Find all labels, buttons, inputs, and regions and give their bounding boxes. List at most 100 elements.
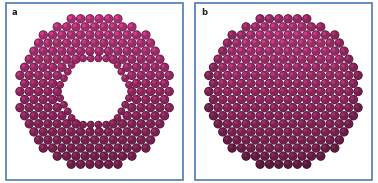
Circle shape <box>91 153 95 156</box>
Circle shape <box>339 95 349 104</box>
Circle shape <box>261 104 269 112</box>
Circle shape <box>127 82 129 85</box>
Circle shape <box>94 55 102 62</box>
Circle shape <box>156 120 164 128</box>
Bar <box>241 58 325 60</box>
Circle shape <box>102 121 110 128</box>
Circle shape <box>99 22 108 31</box>
Circle shape <box>270 119 279 128</box>
Circle shape <box>321 111 330 120</box>
Circle shape <box>73 121 76 124</box>
Circle shape <box>87 129 90 132</box>
Circle shape <box>152 113 156 116</box>
Circle shape <box>279 55 288 64</box>
Circle shape <box>312 79 320 87</box>
Circle shape <box>147 137 151 140</box>
Circle shape <box>48 63 57 71</box>
Circle shape <box>251 38 260 48</box>
Circle shape <box>114 47 122 55</box>
Circle shape <box>76 46 85 56</box>
Circle shape <box>64 24 67 27</box>
Circle shape <box>262 121 265 124</box>
Circle shape <box>132 112 141 120</box>
Circle shape <box>142 112 150 120</box>
Circle shape <box>101 24 104 27</box>
Circle shape <box>317 120 325 128</box>
Circle shape <box>256 111 265 120</box>
Circle shape <box>275 63 283 71</box>
Circle shape <box>58 63 66 71</box>
Circle shape <box>44 39 52 47</box>
Circle shape <box>44 71 52 79</box>
Circle shape <box>311 30 321 40</box>
Circle shape <box>298 71 306 79</box>
Circle shape <box>270 152 279 161</box>
Circle shape <box>114 128 122 136</box>
Text: a: a <box>12 8 18 17</box>
Circle shape <box>215 104 218 108</box>
Circle shape <box>284 30 293 40</box>
Circle shape <box>53 87 62 96</box>
Circle shape <box>142 128 150 136</box>
Circle shape <box>26 121 30 124</box>
Circle shape <box>270 120 278 128</box>
Circle shape <box>128 23 136 31</box>
Circle shape <box>321 79 330 88</box>
Circle shape <box>325 87 335 96</box>
Circle shape <box>87 161 90 165</box>
Circle shape <box>109 39 117 47</box>
Circle shape <box>332 32 335 35</box>
Circle shape <box>50 32 53 35</box>
Circle shape <box>209 111 218 120</box>
Circle shape <box>246 127 256 137</box>
Circle shape <box>313 32 316 35</box>
Circle shape <box>332 145 335 148</box>
Circle shape <box>229 129 232 132</box>
Circle shape <box>327 137 330 140</box>
Circle shape <box>318 153 321 156</box>
Circle shape <box>344 119 353 128</box>
Circle shape <box>26 88 30 92</box>
Circle shape <box>85 127 94 137</box>
Circle shape <box>311 63 321 72</box>
Circle shape <box>345 56 349 60</box>
Circle shape <box>237 79 246 88</box>
Circle shape <box>311 111 321 120</box>
Circle shape <box>39 143 48 153</box>
Circle shape <box>242 103 251 112</box>
Circle shape <box>122 63 132 72</box>
Circle shape <box>160 63 169 71</box>
Circle shape <box>284 79 292 87</box>
Circle shape <box>220 64 223 68</box>
Circle shape <box>122 75 129 82</box>
Circle shape <box>211 113 214 116</box>
Circle shape <box>50 80 53 84</box>
Circle shape <box>271 88 274 92</box>
Circle shape <box>138 137 142 140</box>
Circle shape <box>81 135 90 145</box>
Circle shape <box>279 120 288 128</box>
Circle shape <box>123 128 131 136</box>
Circle shape <box>304 96 307 100</box>
Circle shape <box>307 120 316 128</box>
Circle shape <box>237 144 246 152</box>
Circle shape <box>335 71 344 79</box>
Circle shape <box>288 87 297 96</box>
Circle shape <box>122 46 132 56</box>
Circle shape <box>262 72 265 76</box>
Circle shape <box>350 96 354 100</box>
Circle shape <box>40 48 44 51</box>
Circle shape <box>228 63 237 72</box>
Circle shape <box>129 137 132 140</box>
Circle shape <box>332 96 335 100</box>
Circle shape <box>280 153 284 156</box>
Circle shape <box>349 96 358 104</box>
Circle shape <box>248 129 251 132</box>
Circle shape <box>127 55 136 64</box>
Circle shape <box>232 71 242 80</box>
Circle shape <box>20 95 29 104</box>
Circle shape <box>62 55 71 64</box>
Circle shape <box>327 121 330 124</box>
Circle shape <box>321 46 330 56</box>
Circle shape <box>113 143 122 153</box>
